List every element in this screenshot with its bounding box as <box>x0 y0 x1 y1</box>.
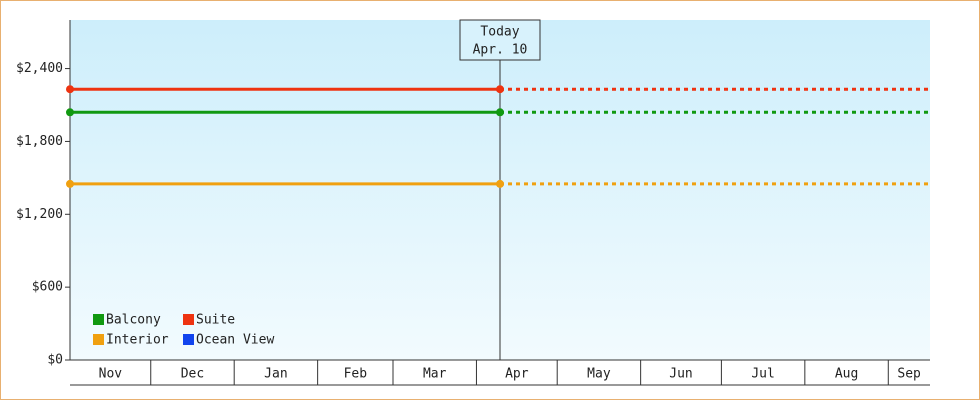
point <box>66 179 74 188</box>
x-tick-label: May <box>587 367 611 382</box>
legend-swatch <box>93 314 104 325</box>
y-tick-label: $1,800 <box>16 134 63 149</box>
legend-swatch <box>183 314 194 325</box>
legend-swatch <box>183 334 194 345</box>
y-tick-label: $600 <box>32 280 63 295</box>
legend-label: Balcony <box>106 313 161 328</box>
x-tick-label: Jan <box>264 367 287 382</box>
x-tick-label: Sep <box>897 367 921 382</box>
x-tick-label: Nov <box>99 367 123 382</box>
legend-label: Interior <box>106 333 169 348</box>
x-tick-label: Apr <box>505 367 529 382</box>
legend-swatch <box>93 334 104 345</box>
x-tick-label: Jun <box>669 367 692 382</box>
point <box>496 108 504 117</box>
y-tick-label: $1,200 <box>16 207 63 222</box>
today-title: Today <box>480 25 519 40</box>
legend-label: Ocean View <box>196 333 274 348</box>
point <box>66 85 74 94</box>
x-tick-label: Feb <box>344 367 368 382</box>
x-tick-label: Jul <box>751 367 774 382</box>
y-tick-label: $0 <box>47 353 63 368</box>
x-tick-label: Aug <box>835 367 858 382</box>
legend-label: Suite <box>196 313 235 328</box>
point <box>496 179 504 188</box>
point <box>66 108 74 117</box>
y-tick-label: $2,400 <box>16 61 63 76</box>
x-tick-label: Dec <box>181 367 204 382</box>
x-tick-label: Mar <box>423 367 447 382</box>
point <box>496 85 504 94</box>
today-box <box>459 19 541 61</box>
today-date: Apr. 10 <box>473 43 528 58</box>
